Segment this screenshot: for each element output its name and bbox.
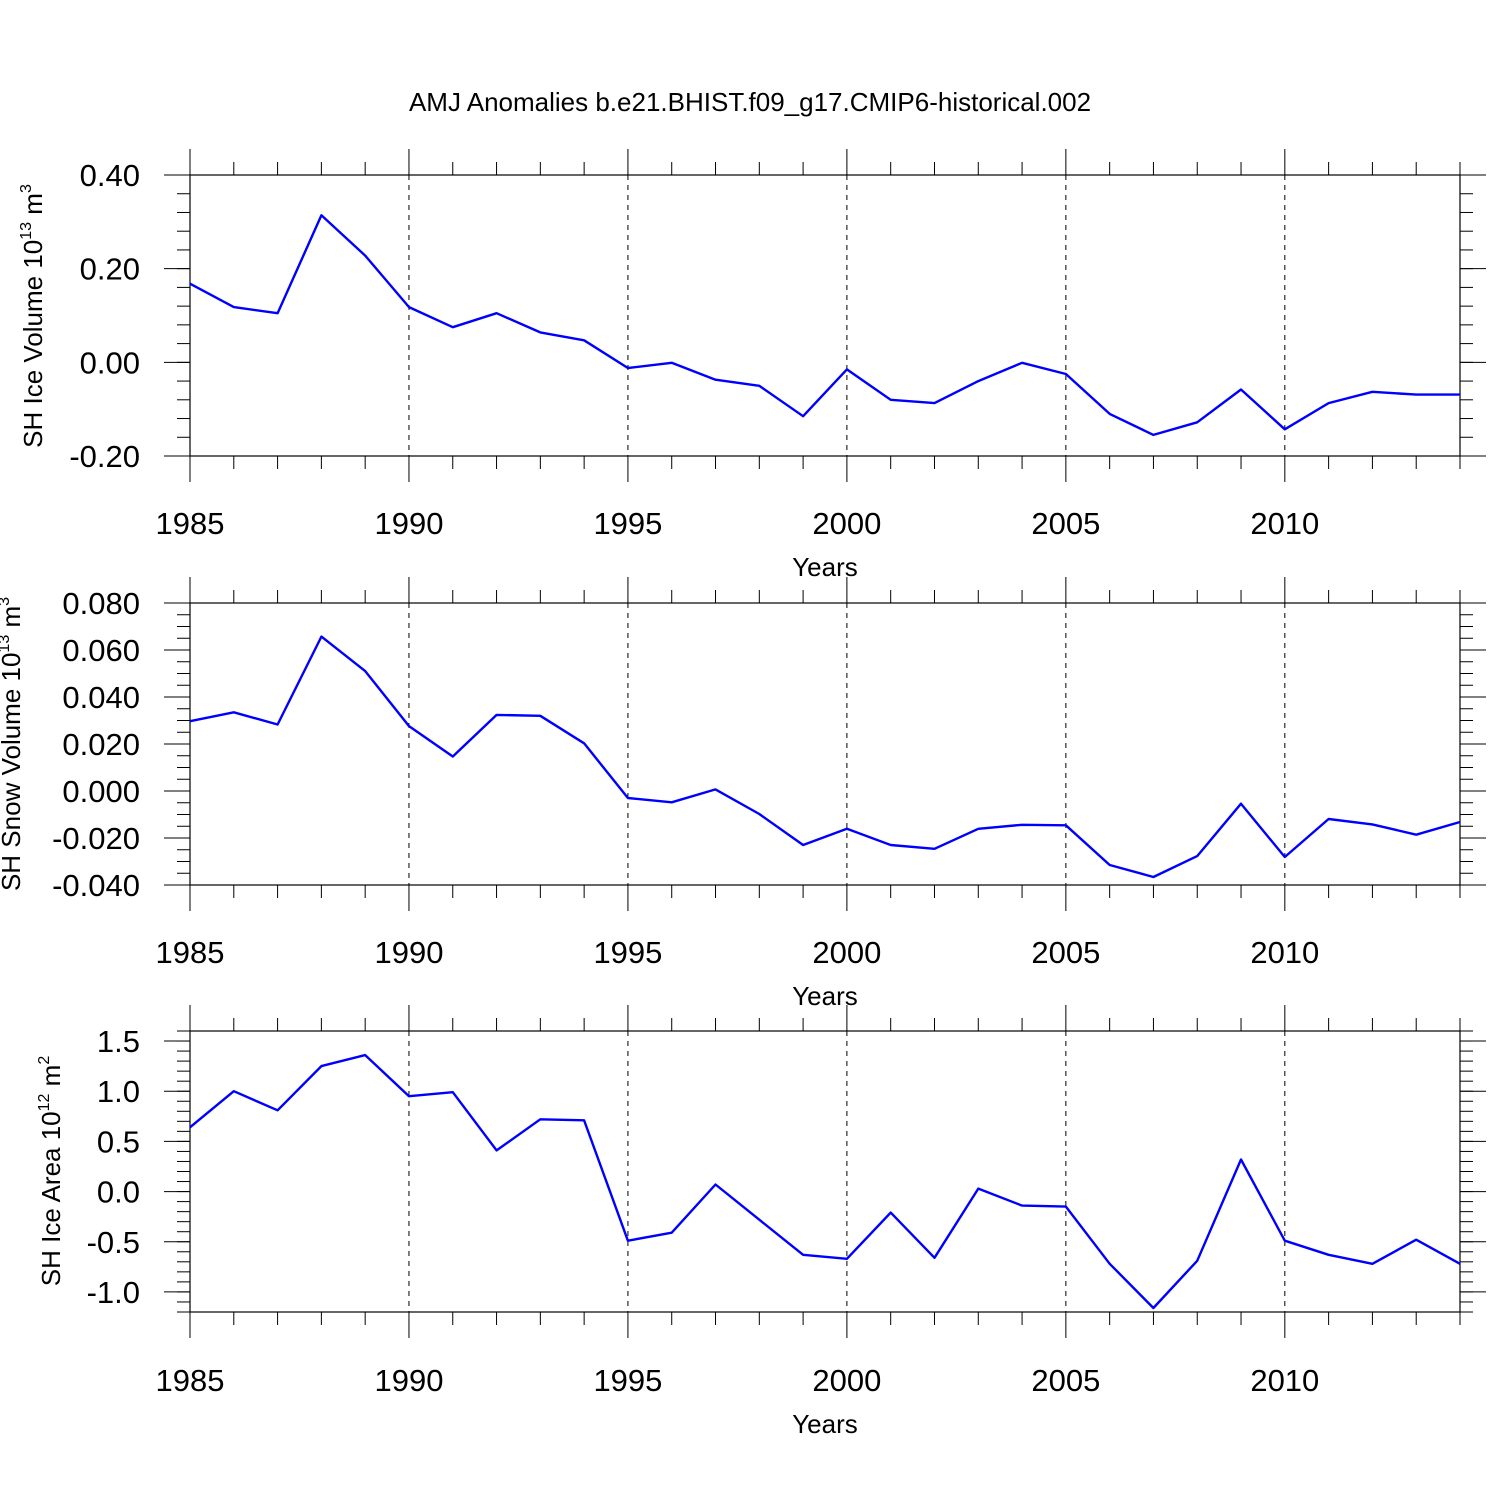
x-tick-label: 1990 xyxy=(374,935,443,970)
y-tick-label: -0.020 xyxy=(52,821,140,856)
y-tick-label: 1.0 xyxy=(97,1074,140,1109)
y-axis-label-exponent: 12 xyxy=(36,1093,53,1111)
x-tick-label: 1985 xyxy=(156,1363,225,1398)
y-tick-label: -0.20 xyxy=(69,439,140,474)
x-tick-label: 2010 xyxy=(1250,935,1319,970)
x-tick-label: 2005 xyxy=(1031,1363,1100,1398)
y-axis-label-text: SH Snow Volume 10 xyxy=(0,653,26,891)
y-tick-label: -0.5 xyxy=(87,1225,140,1260)
y-axis-label-unit: m xyxy=(36,1065,66,1094)
x-tick-label: 2010 xyxy=(1250,1363,1319,1398)
y-axis-label: SH Ice Volume 1013 m3 xyxy=(18,184,48,448)
x-tick-label: 2000 xyxy=(812,1363,881,1398)
y-tick-label: 1.5 xyxy=(97,1024,140,1059)
y-axis-label-exponent: 13 xyxy=(0,635,13,653)
x-tick-label: 2005 xyxy=(1031,935,1100,970)
y-axis-label-text: SH Ice Area 10 xyxy=(36,1111,66,1286)
y-axis-label-unit-exponent: 3 xyxy=(0,597,13,606)
x-tick-label: 2000 xyxy=(812,506,881,541)
figure-title: AMJ Anomalies b.e21.BHIST.f09_g17.CMIP6-… xyxy=(409,87,1091,117)
x-axis-label: Years xyxy=(792,552,858,582)
x-tick-label: 1985 xyxy=(156,935,225,970)
plot-frame xyxy=(189,1030,1461,1313)
y-tick-label: 0.40 xyxy=(80,158,140,193)
x-tick-label: 1995 xyxy=(593,935,662,970)
y-axis-label-exponent: 13 xyxy=(18,222,35,240)
y-tick-label: 0.20 xyxy=(80,252,140,287)
y-axis-label-unit: m xyxy=(18,193,48,222)
x-tick-label: 1995 xyxy=(593,1363,662,1398)
y-tick-label: 0.040 xyxy=(62,680,140,715)
x-tick-label: 1995 xyxy=(593,506,662,541)
y-axis-label-text: SH Ice Volume 10 xyxy=(18,240,48,448)
y-tick-label: -1.0 xyxy=(87,1275,140,1310)
series-line xyxy=(189,1053,1461,1310)
x-tick-label: 1990 xyxy=(374,506,443,541)
y-axis-label: SH Snow Volume 1013 m3 xyxy=(0,597,26,891)
y-tick-label: 0.00 xyxy=(80,345,140,380)
panel-2: -0.040 -0.020 0.000 0.020 0.040 0.060 0.080 198… xyxy=(0,577,1486,1011)
x-tick-label: 1985 xyxy=(156,506,225,541)
series-line xyxy=(189,635,1461,879)
y-axis-label: SH Ice Area 1012 m2 xyxy=(36,1056,66,1287)
y-tick-label: 0.020 xyxy=(62,727,140,762)
x-tick-label: 1990 xyxy=(374,1363,443,1398)
y-tick-label: -0.040 xyxy=(52,868,140,903)
y-tick-label: 0.0 xyxy=(97,1175,140,1210)
y-tick-label: 0.080 xyxy=(62,586,140,621)
x-tick-label: 2005 xyxy=(1031,506,1100,541)
x-tick-label: 2000 xyxy=(812,935,881,970)
x-axis-label: Years xyxy=(792,1409,858,1439)
plot-frame xyxy=(189,174,1461,457)
panel-1: -0.20 0.00 0.20 0.40 1985 1990 1995 2000 2005 201… xyxy=(18,149,1486,582)
y-axis-label-unit-exponent: 2 xyxy=(36,1056,53,1065)
series-line xyxy=(189,214,1460,437)
panels: -0.20 0.00 0.20 0.40 1985 1990 1995 2000 2005 201… xyxy=(0,149,1486,1439)
y-tick-label: 0.5 xyxy=(97,1124,140,1159)
y-tick-label: 0.060 xyxy=(62,633,140,668)
y-tick-label: 0.000 xyxy=(62,774,140,809)
y-axis-label-unit-exponent: 3 xyxy=(18,184,35,193)
x-tick-label: 2010 xyxy=(1250,506,1319,541)
plot-frame xyxy=(189,602,1461,886)
y-axis-label-unit: m xyxy=(0,606,26,635)
panel-3: -1.0 -0.5 0.0 0.5 1.0 1.5 1985 1990 1995 2000 2005… xyxy=(36,1005,1486,1439)
x-axis-label: Years xyxy=(792,981,858,1011)
